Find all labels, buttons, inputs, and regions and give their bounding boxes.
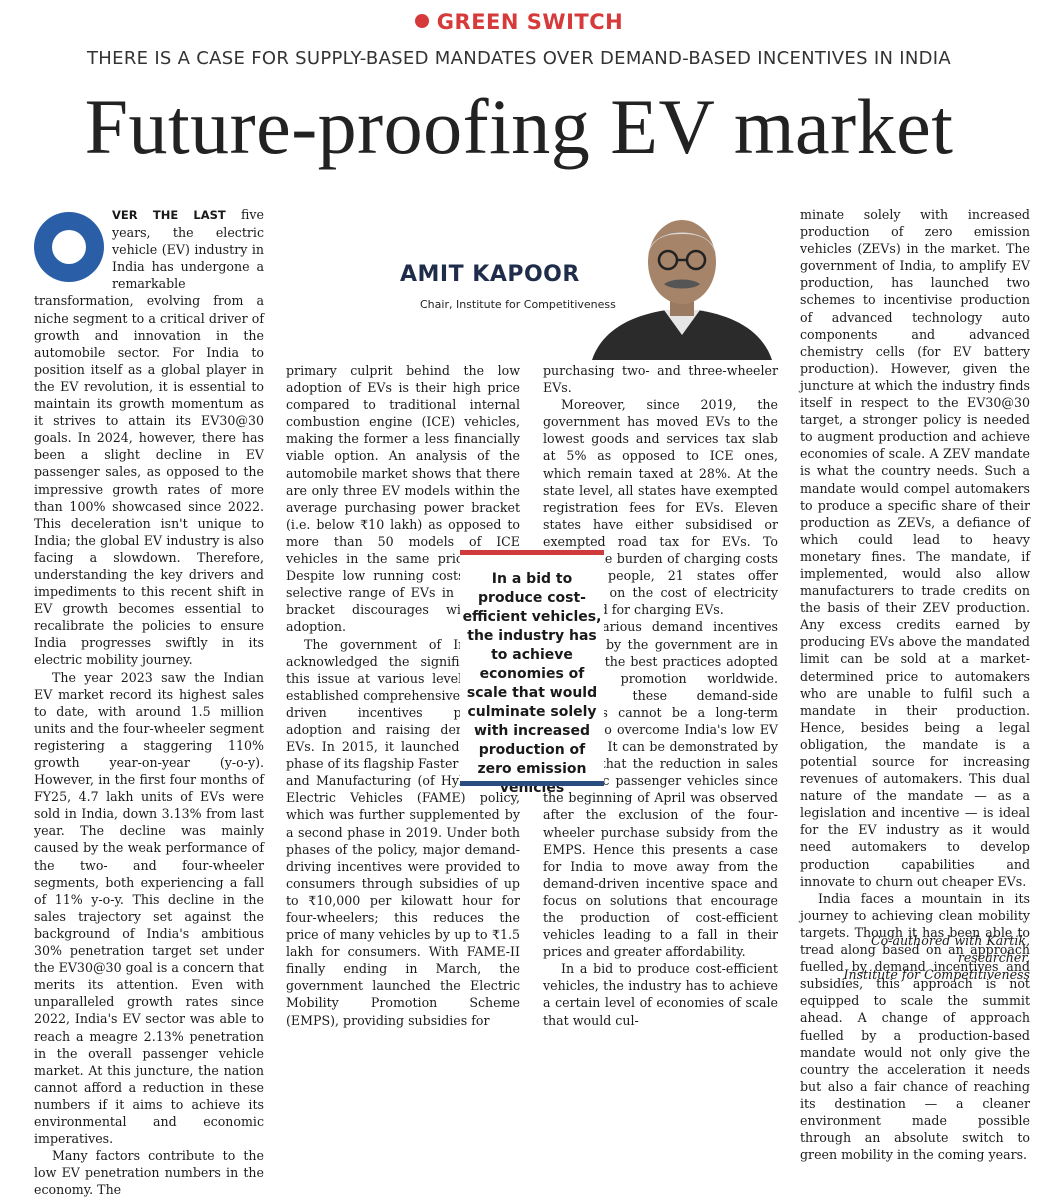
- article-column-1: VER THE LAST five years, the electric ve…: [34, 206, 264, 1198]
- article-column-4: minate solely with increased production …: [800, 206, 1030, 1163]
- pull-quote-box: In a bid to produce cost-efficient vehic…: [460, 550, 604, 796]
- pull-quote-top-rule: [460, 550, 604, 555]
- col1-para-2: The year 2023 saw the Indian EV market r…: [34, 669, 264, 1147]
- letter-o-dropcap-icon: [34, 212, 104, 282]
- lead-in: VER THE LAST: [112, 208, 226, 222]
- author-title: Chair, Institute for Competitiveness: [420, 298, 616, 311]
- col1-para-1: five years, the electric vehicle (EV) in…: [34, 207, 264, 668]
- credit-line-2: Institute for Competitiveness: [843, 967, 1030, 982]
- col3-para-4: In a bid to produce cost-efficient vehic…: [543, 961, 778, 1028]
- kicker-dot-icon: [414, 14, 429, 28]
- headline: Future-proofing EV market: [84, 83, 954, 170]
- col1-para-3: Many factors contribute to the low EV pe…: [34, 1148, 264, 1198]
- section-kicker: GREEN SWITCH: [0, 10, 1038, 34]
- pull-quote: In a bid to produce cost-efficient vehic…: [462, 571, 602, 796]
- kicker-label: GREEN SWITCH: [436, 10, 624, 34]
- credit-line-1: Co-authored with Kartik, researcher,: [870, 933, 1030, 965]
- author-portrait-icon: [592, 220, 772, 360]
- col3-para-1: purchasing two- and three-wheeler EVs.: [543, 363, 778, 396]
- author-name: AMIT KAPOOR: [400, 262, 580, 287]
- subheadline: THERE IS A CASE FOR SUPPLY-BASED MANDATE…: [87, 48, 951, 69]
- author-credit: Co-authored with Kartik, researcher, Ins…: [800, 932, 1030, 983]
- col4-para-2: India faces a mountain in its journey to…: [800, 890, 1030, 1163]
- col4-para-1: minate solely with increased production …: [800, 207, 1030, 889]
- pull-quote-bottom-rule: [460, 781, 604, 786]
